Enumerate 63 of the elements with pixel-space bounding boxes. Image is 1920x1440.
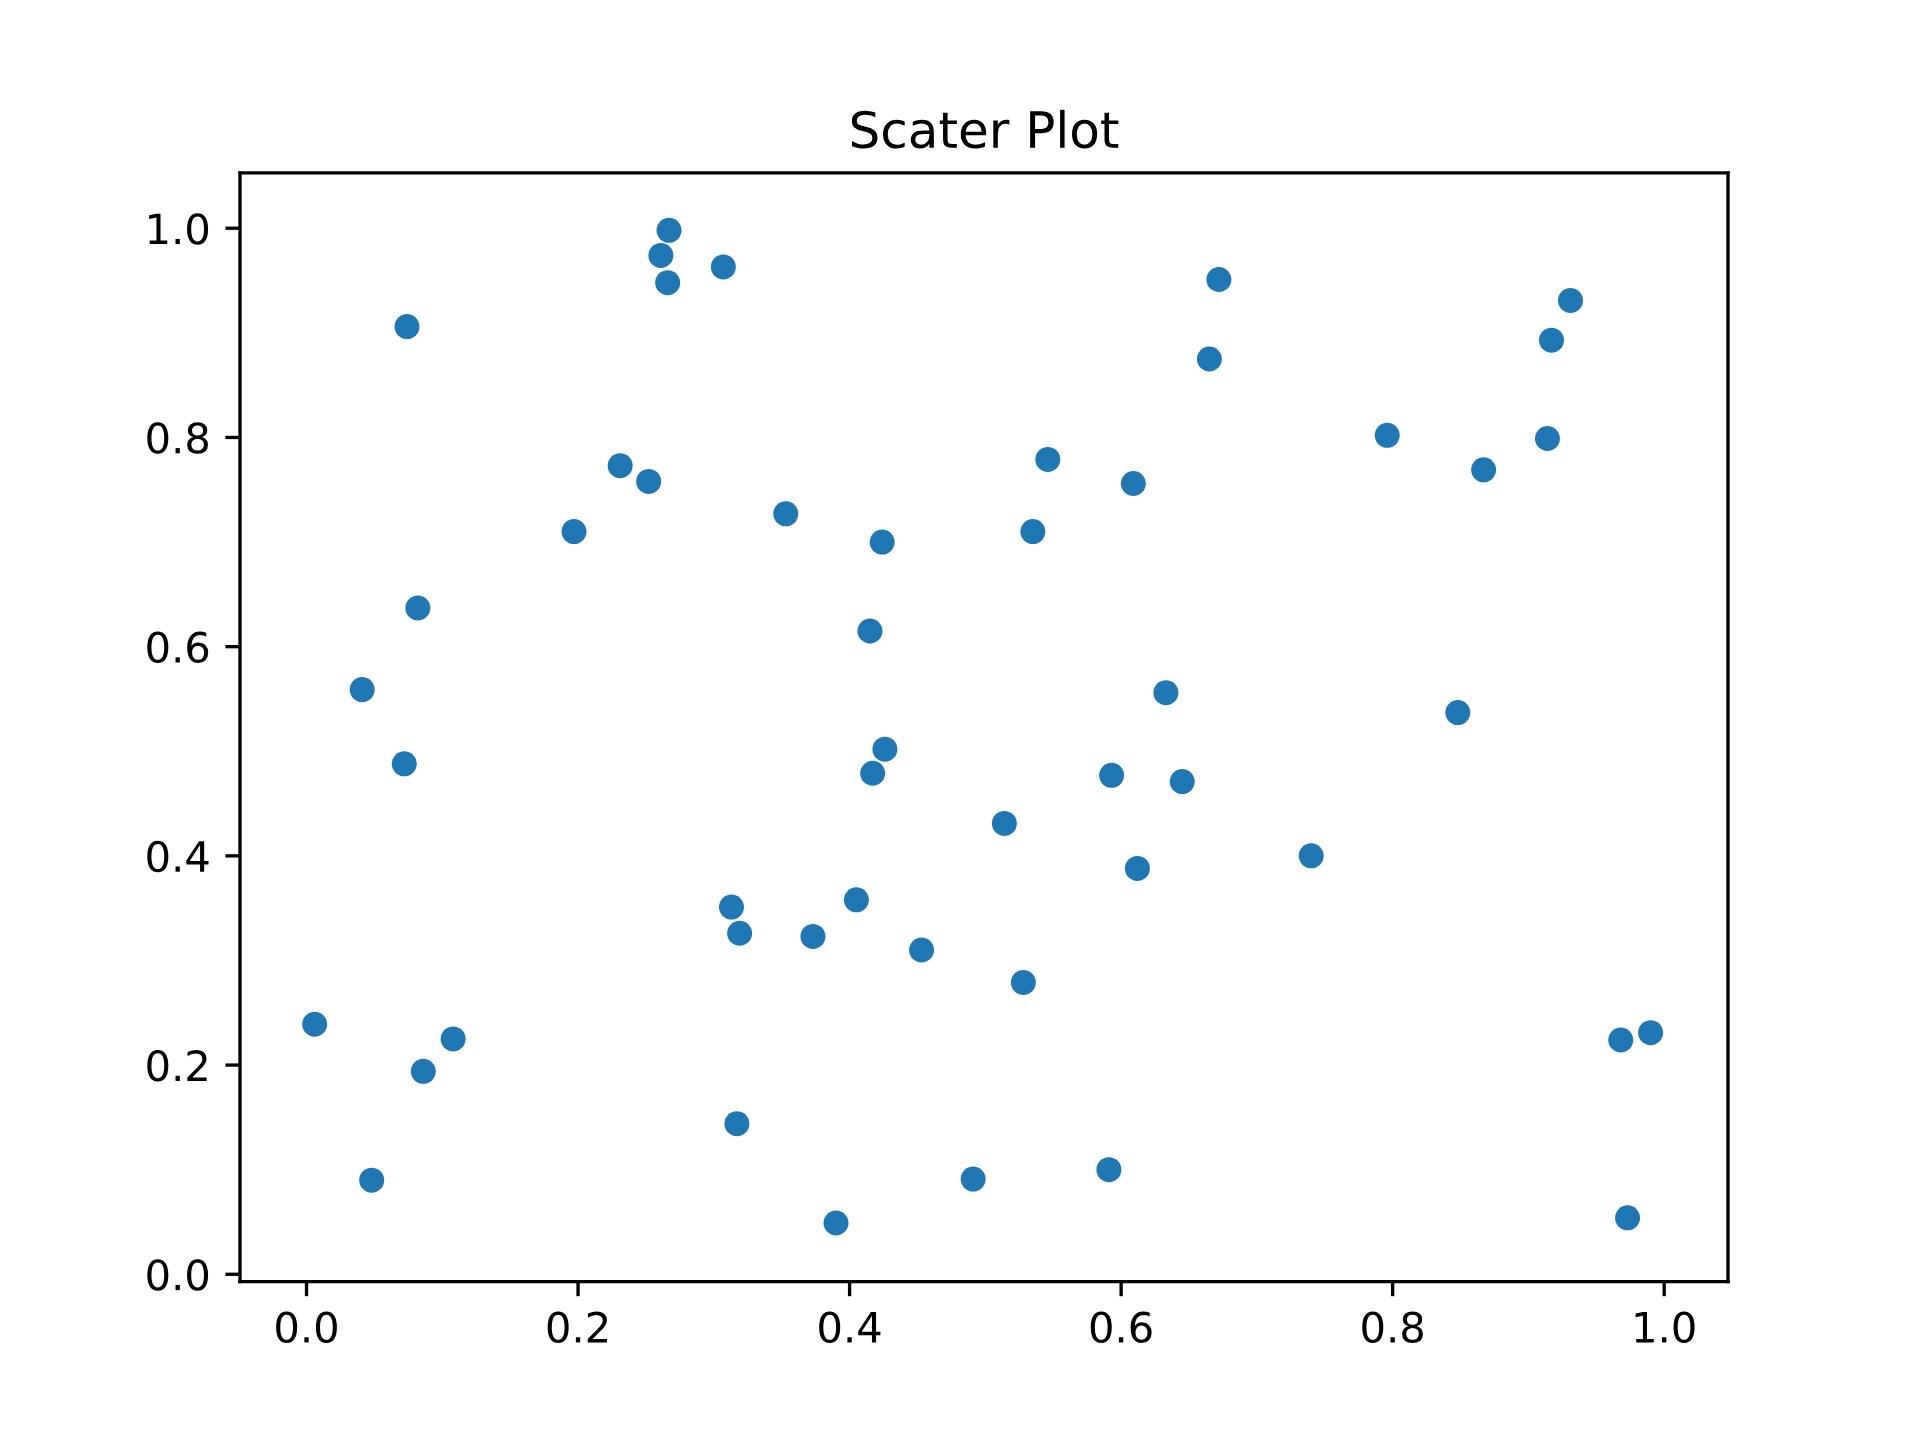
point [872,736,898,762]
point [1120,470,1146,496]
point [773,501,799,527]
point [405,595,431,621]
point [1124,855,1150,881]
point [1374,422,1400,448]
point [860,760,886,786]
y-tick-label: 0.0 [147,1259,209,1291]
point [727,920,753,946]
point [636,468,662,494]
point [440,1026,466,1052]
point [1099,762,1125,788]
y-tick-label: 0.4 [147,840,209,873]
point [823,1210,849,1236]
point [869,529,895,555]
point [800,923,826,949]
point [349,677,375,703]
y-tick-label: 1.0 [149,213,209,245]
point [909,937,935,963]
x-tick-label: 0.8 [1362,1311,1423,1344]
point [648,242,674,268]
point [1020,519,1046,545]
point [1298,843,1324,869]
y-tick-label: 0.8 [147,422,208,454]
point [710,254,736,280]
point [1206,267,1232,292]
point [991,810,1017,836]
x-tick-label: 1.0 [1635,1311,1695,1344]
point [1169,769,1195,795]
point [843,887,869,913]
point [656,217,682,243]
point [1539,327,1564,353]
point [1558,287,1584,313]
point [960,1166,986,1192]
point [1096,1157,1122,1183]
point [1638,1020,1664,1046]
point [410,1058,436,1084]
point [1471,457,1497,483]
point [1608,1027,1634,1053]
x-tick-label: 0.2 [547,1311,608,1344]
point [1196,346,1222,372]
y-tick-label: 0.6 [147,631,209,664]
x-tick-label: 0.4 [819,1311,881,1344]
point [655,270,681,296]
point [359,1167,385,1193]
point [724,1111,750,1137]
point [857,618,883,644]
point [1445,700,1471,726]
y-tick-label: 0.2 [147,1049,207,1082]
point [1615,1205,1641,1231]
point [394,314,420,340]
chart-title: Scater Plot [851,109,1119,149]
x-tick-label: 0.6 [1090,1311,1152,1344]
point [1010,969,1036,995]
point [391,751,417,777]
x-tick-label: 0.0 [276,1311,337,1344]
point [561,519,587,545]
point [1035,446,1061,472]
point [718,894,744,920]
point [302,1011,328,1037]
point [1534,425,1560,451]
point [607,453,633,479]
point [1153,680,1179,706]
